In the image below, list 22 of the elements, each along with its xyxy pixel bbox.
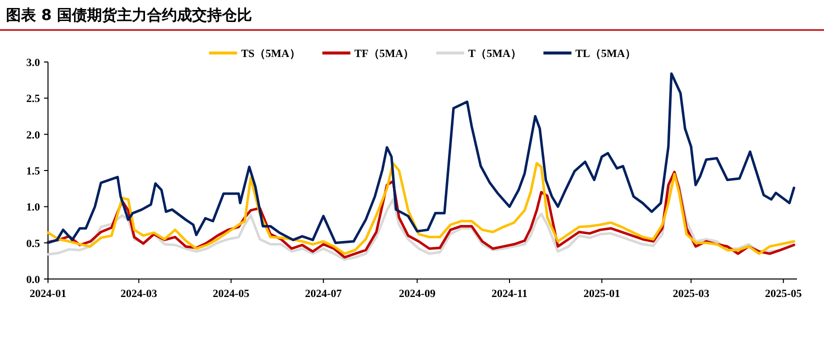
chart-title: 图表 8 国债期货主力合约成交持仓比 [6,6,252,24]
legend-label: TF（5MA） [354,48,414,60]
legend-label: TS（5MA） [241,48,300,60]
x-tick-label: 2025-05 [765,288,802,300]
line-series [46,72,796,244]
x-tick-label: 2025-03 [672,288,710,300]
x-tick-label: 2024-03 [120,288,158,300]
x-tick-label: 2025-01 [583,288,620,300]
y-tick-label: 0.5 [26,238,40,250]
x-tick-label: 2024-11 [491,288,528,300]
y-tick-label: 0.0 [26,274,40,286]
x-tick-label: 2024-05 [212,288,250,300]
y-tick-label: 3.0 [26,57,40,69]
y-tick-label: 2.5 [26,93,40,106]
legend-label: TL（5MA） [575,48,636,60]
x-tick-label: 2024-01 [30,288,66,300]
y-tick-label: 1.0 [26,202,40,214]
y-tick-label: 2.0 [26,129,40,142]
x-tick-label: 2024-09 [398,288,436,300]
y-tick-label: 1.5 [26,166,40,178]
legend-label: T（5MA） [468,48,522,60]
x-tick-label: 2024-07 [305,288,342,300]
